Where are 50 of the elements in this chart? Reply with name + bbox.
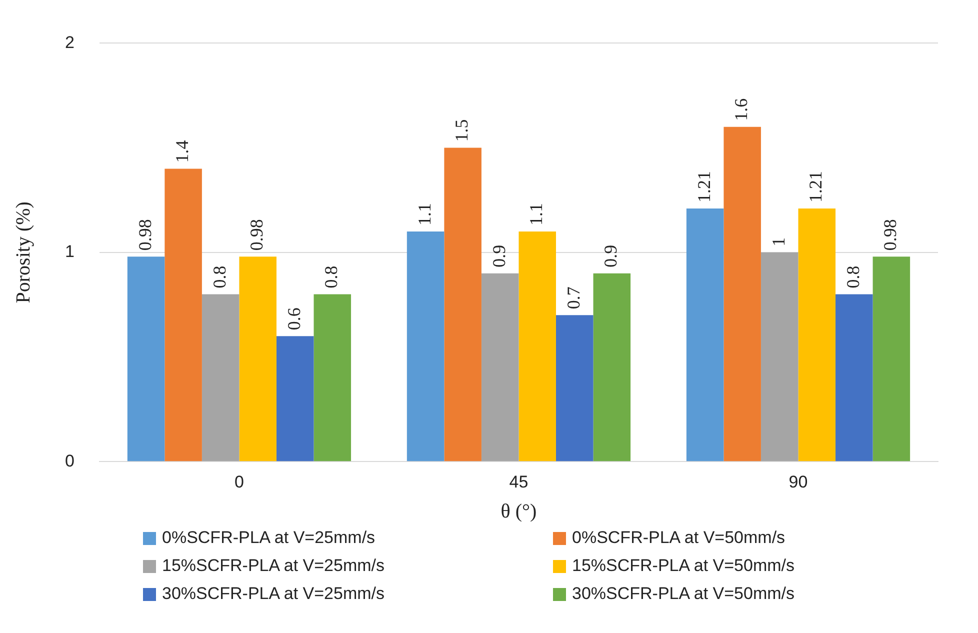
legend-label: 30%SCFR-PLA at V=25mm/s [162,584,385,604]
x-tick-label: 45 [509,472,528,492]
bar [276,336,314,462]
bar [481,273,519,462]
bar [872,256,910,462]
data-label: 1.1 [526,202,546,226]
data-label: 1.1 [414,202,434,226]
bar [556,315,594,462]
x-tick-label: 90 [788,472,808,492]
data-label: 0.8 [321,266,342,288]
data-label: 0.8 [209,266,230,288]
y-axis-title: Porosity (%) [12,202,34,304]
bar [836,294,873,462]
bar [518,231,556,462]
data-label: 0.98 [880,219,900,251]
bar [593,273,631,462]
bar [127,256,165,462]
bar [314,294,352,462]
data-label: 0.98 [134,219,155,251]
data-label: 1 [768,237,788,246]
data-label: 0.9 [600,244,621,268]
data-label: 1.4 [172,140,192,163]
bar [760,252,798,462]
data-label: 0.6 [284,308,304,330]
data-label: 1.21 [694,170,714,202]
data-label: 1.6 [731,98,752,121]
bar [239,256,276,462]
y-tick-label: 1 [64,242,74,262]
x-tick-label: 0 [234,472,244,492]
y-tick-label: 2 [64,32,74,52]
data-label: 1.21 [806,170,826,202]
legend-label: 15%SCFR-PLA at V=50mm/s [572,556,795,576]
legend-label: 15%SCFR-PLA at V=25mm/s [162,556,385,576]
x-axis-title: θ (°) [500,500,537,522]
data-label: 0.9 [488,244,509,268]
y-tick-label: 0 [64,451,74,470]
legend-label: 0%SCFR-PLA at V=25mm/s [162,528,376,548]
legend-label: 30%SCFR-PLA at V=50mm/s [572,584,795,604]
bar [164,168,202,462]
bar [686,208,724,462]
data-label: 0.7 [563,286,584,310]
bar [406,231,444,462]
bar [798,208,836,462]
bar [724,126,761,462]
data-label: 0.8 [842,266,863,288]
bar [444,148,482,462]
legend-label: 0%SCFR-PLA at V=50mm/s [572,528,786,548]
data-label: 0.98 [246,219,267,251]
bar [202,294,240,462]
data-label: 1.5 [452,119,472,142]
